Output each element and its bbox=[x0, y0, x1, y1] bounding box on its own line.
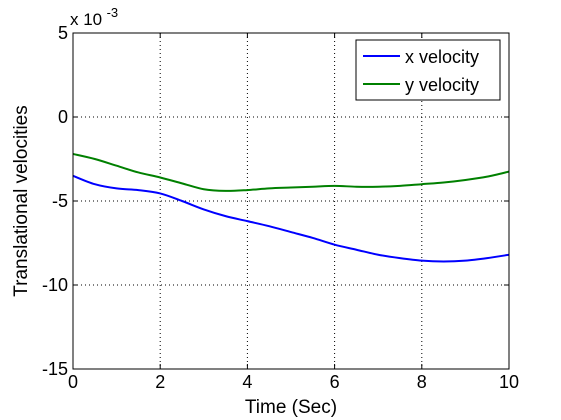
y-multiplier-exponent: -3 bbox=[107, 5, 119, 20]
y-tick-label: 0 bbox=[58, 107, 68, 127]
y-axis-label: Translational velocities bbox=[11, 105, 32, 297]
x-tick-label: 10 bbox=[499, 372, 519, 392]
x-tick-label: 8 bbox=[417, 372, 427, 392]
x-axis-label: Time (Sec) bbox=[245, 397, 337, 418]
legend-box bbox=[355, 39, 501, 101]
x-tick-label: 4 bbox=[242, 372, 252, 392]
x-tick-label: 6 bbox=[330, 372, 340, 392]
y-tick-label: -5 bbox=[52, 191, 68, 211]
x-tick-label: 0 bbox=[68, 372, 78, 392]
series-line-x-velocity bbox=[72, 174, 510, 263]
y-multiplier-base: x 10 bbox=[70, 10, 102, 29]
y-tick-label: -15 bbox=[42, 359, 68, 379]
y-tick-label: -10 bbox=[42, 275, 68, 295]
series-line-y-velocity bbox=[72, 152, 510, 192]
ticks bbox=[72, 32, 510, 370]
y-tick-label: 5 bbox=[58, 23, 68, 43]
legend-label-y-velocity: y velocity bbox=[405, 75, 479, 95]
tick-labels: 0 2 4 6 8 10 5 0 -5 -10 -15 bbox=[42, 23, 519, 392]
y-multiplier: x 10 -3 bbox=[70, 5, 118, 29]
legend: x velocity y velocity bbox=[355, 39, 501, 101]
legend-label-x-velocity: x velocity bbox=[405, 47, 479, 67]
series-group bbox=[72, 152, 510, 263]
x-tick-label: 2 bbox=[155, 372, 165, 392]
